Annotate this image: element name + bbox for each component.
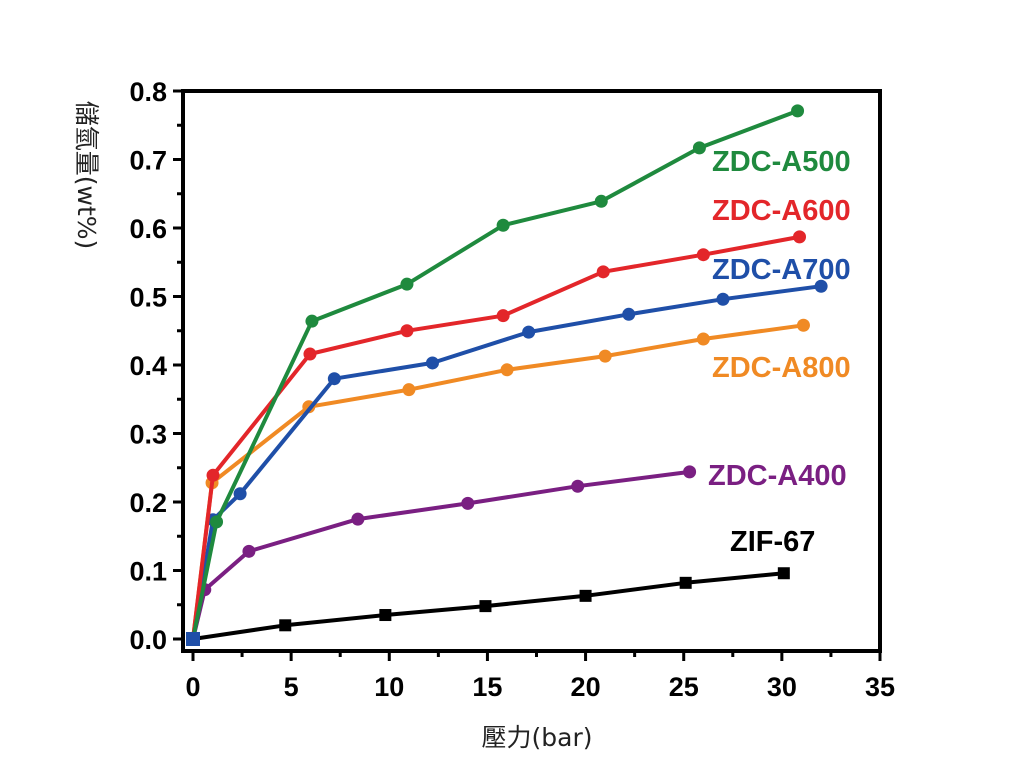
series-label-zdc-a800: ZDC-A800 [712,352,851,384]
series-label-zdc-a400: ZDC-A400 [708,460,847,492]
series-label-zdc-a700: ZDC-A700 [712,254,851,286]
x-tick-label: 25 [669,672,699,702]
data-point [596,265,610,279]
series-zdc-a600 [186,230,807,646]
data-point [696,332,710,346]
data-point [622,307,636,321]
series-label-zif-67: ZIF-67 [730,526,815,558]
origin-point [186,632,200,646]
y-tick-label: 0.8 [129,77,167,107]
series-line-zdc-a500 [191,109,799,640]
series-line-zdc-a800 [191,323,804,640]
data-point [303,347,317,361]
data-point [402,383,416,397]
y-tick-label: 0.1 [129,557,167,587]
data-point [696,248,710,262]
plot-frame [181,89,882,653]
data-point [716,292,730,306]
y-tick-label: 0.4 [129,351,167,381]
x-tick-label: 0 [185,672,200,702]
y-tick-label: 0.5 [129,283,167,313]
y-tick-label: 0.3 [129,420,167,450]
data-point [479,600,492,613]
data-point [461,496,475,510]
data-point [594,194,608,208]
series-label-zdc-a500: ZDC-A500 [712,146,851,178]
data-point [777,567,790,580]
x-tick-label: 30 [767,672,797,702]
data-point [692,141,706,155]
data-point [210,515,224,529]
data-point [351,512,365,526]
x-tick-label: 35 [865,672,895,702]
data-point [814,279,828,293]
data-point [400,324,414,338]
data-point [522,325,536,339]
series-label-zdc-a600: ZDC-A600 [712,195,851,227]
x-tick-label: 10 [374,672,404,702]
data-point [679,576,692,589]
y-tick-label: 0.0 [129,625,167,655]
series-zdc-a400 [186,465,697,646]
data-point [496,218,510,232]
data-point [500,363,514,377]
data-point [206,468,220,482]
data-point [791,104,805,118]
data-point [579,589,592,602]
x-tick-label: 5 [284,672,299,702]
series-layer [186,104,828,646]
series-line-zdc-a400 [191,469,690,640]
data-point [598,349,612,363]
data-point [793,230,807,244]
data-point [400,277,414,291]
y-tick-label: 0.6 [129,214,167,244]
data-point [425,356,439,370]
data-point [305,314,319,328]
axis-ticks: 0 5 10 15 20 25 30 35 0.0 0.1 0.2 0.3 0.4 0.5 0.6 0.7 0.… [129,77,895,702]
y-tick-label: 0.2 [129,488,167,518]
data-point [571,479,585,493]
series-labels: ZDC-A500 ZDC-A600 ZDC-A700 ZDC-A800 ZDC-… [708,146,851,558]
data-point [279,619,292,632]
series-line-zdc-a600 [191,234,800,640]
series-zif-67 [187,567,790,645]
data-point [233,487,247,501]
data-point [327,372,341,386]
y-axis-title: 儲氫量(wt%) [72,101,101,250]
data-point [379,609,392,622]
data-point [242,544,256,558]
data-point [496,309,510,323]
x-axis-title: 壓力(bar) [482,723,593,752]
x-tick-label: 15 [472,672,502,702]
x-tick-label: 20 [571,672,601,702]
data-point [683,465,697,479]
data-point [796,318,810,332]
y-tick-label: 0.7 [129,146,167,176]
